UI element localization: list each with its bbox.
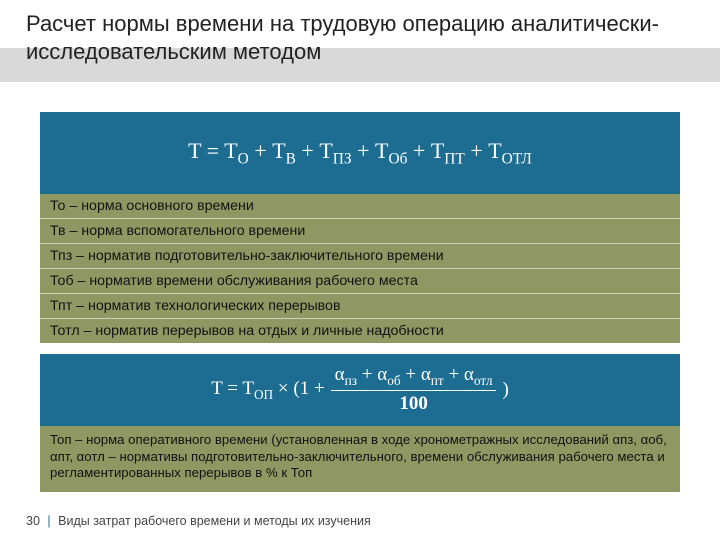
formula-secondary-lhs: T = TОП × (1 +	[211, 378, 324, 403]
footer-separator: |	[47, 514, 50, 528]
definition-row: Тпт – норматив технологических перерывов	[40, 294, 680, 319]
slide-title: Расчет нормы времени на трудовую операци…	[26, 10, 690, 65]
definition-row: Тпз – норматив подготовительно-заключите…	[40, 244, 680, 269]
note-block: Топ – норма оперативного времени (устано…	[40, 426, 680, 492]
formula-primary-text: T = TО + TВ + TПЗ + TОб + TПТ + TОТЛ	[188, 138, 532, 168]
footer: 30 | Виды затрат рабочего времени и мето…	[26, 514, 371, 528]
formula-secondary: T = TОП × (1 + αпз + αоб + αпт + αотл 10…	[40, 354, 680, 426]
footer-page: 30	[26, 514, 40, 528]
fraction-denominator: 100	[399, 391, 428, 415]
definitions-block: То – норма основного времени Тв – норма …	[40, 194, 680, 343]
definition-row: То – норма основного времени	[40, 194, 680, 219]
footer-text: Виды затрат рабочего времени и методы их…	[58, 514, 371, 528]
formula-primary: T = TО + TВ + TПЗ + TОб + TПТ + TОТЛ	[40, 112, 680, 194]
definition-row: Тоб – норматив времени обслуживания рабо…	[40, 269, 680, 294]
formula-secondary-rhs: )	[502, 379, 508, 401]
fraction-numerator: αпз + αоб + αпт + αотл	[331, 365, 497, 391]
definition-row: Тв – норма вспомогательного времени	[40, 219, 680, 244]
definition-row: Тотл – норматив перерывов на отдых и лич…	[40, 319, 680, 343]
fraction: αпз + αоб + αпт + αотл 100	[331, 365, 497, 415]
